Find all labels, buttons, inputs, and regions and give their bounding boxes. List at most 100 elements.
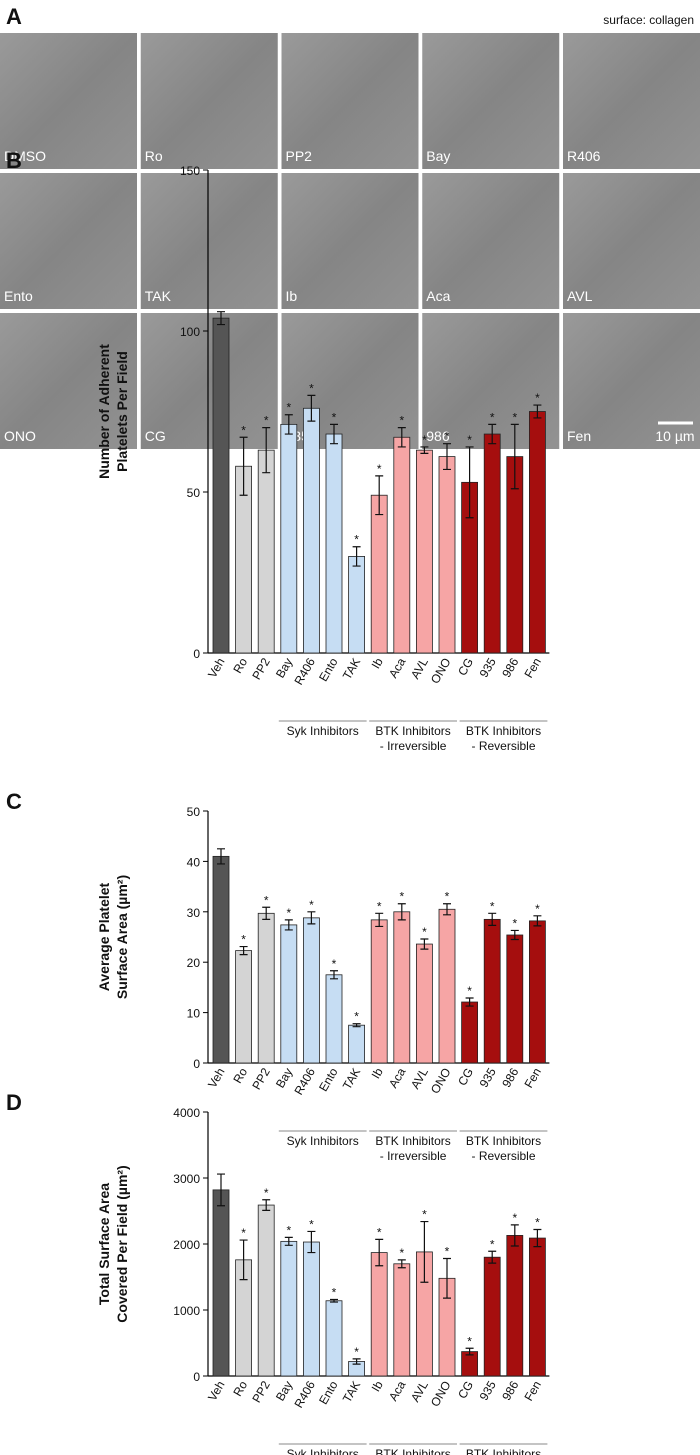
image-label: TAK [145,288,172,304]
micrograph [140,313,278,449]
significance-star: * [286,1223,291,1237]
y-tick-label: 50 [187,486,201,500]
y-axis-label: Covered Per Field (µm²) [114,1165,130,1322]
image-label: Fen [567,428,591,444]
significance-star: * [467,1334,472,1348]
micrograph [281,173,419,309]
significance-star: * [422,433,427,447]
x-tick-label: Ro [230,655,250,676]
bar [302,1241,320,1377]
panel-label: C [6,789,22,814]
image-label: CG [145,428,166,444]
significance-star: * [422,1208,427,1222]
y-axis-label: Platelets Per Field [114,351,130,472]
bar [257,449,275,654]
significance-star: * [309,898,314,912]
significance-star: * [512,410,517,424]
group-label: Syk Inhibitors [287,1134,359,1148]
x-tick-label: Ib [369,1065,386,1081]
bar [438,908,456,1064]
significance-star: * [399,1246,404,1260]
error-bar [375,1238,384,1267]
significance-star: * [490,899,495,913]
error-bar [488,912,497,927]
y-tick-label: 50 [187,805,201,819]
y-tick-label: 30 [187,906,201,920]
y-axis-label: Total Surface Area [96,1183,112,1305]
y-tick-label: 4000 [173,1106,200,1120]
group-label: BTK Inhibitors [375,724,450,738]
bar [529,411,546,654]
bar [483,1256,501,1377]
error-bar [284,1236,293,1246]
error-bar [420,938,429,950]
x-tick-label: R406 [292,1378,319,1410]
error-bar [307,1230,316,1254]
bar [529,920,546,1064]
micrograph [563,313,700,449]
x-tick-label: Ento [316,1378,341,1407]
image-label: 986 [426,428,450,444]
micrograph [0,173,137,309]
x-tick-label: Ento [316,1065,341,1094]
error-bar [262,1199,271,1211]
y-axis-label: Average Platelet [96,882,112,991]
group-label: - Irreversible [380,739,447,753]
panel-label: B [6,148,22,173]
significance-star: * [377,462,382,476]
error-bar [443,1257,451,1299]
x-tick-label: R406 [292,655,319,687]
error-bar [510,1224,519,1247]
significance-star: * [332,957,337,971]
y-tick-label: 3000 [173,1172,200,1186]
x-tick-label: Fen [522,1066,544,1091]
x-tick-label: Bay [273,656,295,681]
error-bar [397,903,406,921]
bar [212,855,230,1064]
image-label: Bay [426,148,450,164]
image-label: R406 [567,148,601,164]
x-tick-label: 935 [477,1065,499,1090]
significance-star: * [535,391,540,405]
x-tick-label: 935 [477,655,499,680]
x-tick-label: TAK [340,656,363,682]
y-tick-label: 40 [187,855,201,869]
error-bar [262,906,271,920]
x-tick-label: 935 [477,1378,499,1403]
x-tick-label: R406 [292,1065,319,1097]
bar [370,494,388,654]
error-bar [217,311,225,326]
error-bar [375,912,384,928]
group-label: BTK Inhibitors [375,1447,450,1455]
x-tick-label: Bay [273,1379,295,1404]
significance-star: * [377,899,382,913]
significance-star: * [399,414,404,428]
error-bar [307,394,316,422]
significance-star: * [399,890,404,904]
error-bar [488,423,497,445]
significance-star: * [264,893,269,907]
micrograph [563,173,700,309]
bar [370,1252,388,1377]
group-label: Syk Inhibitors [287,1447,359,1455]
bar [483,918,501,1064]
x-tick-label: PP2 [249,1065,273,1092]
group-label: - Irreversible [380,1149,447,1163]
x-tick-label: 986 [499,1378,521,1403]
significance-star: * [241,1226,246,1240]
x-tick-label: PP2 [249,1378,273,1405]
y-tick-label: 1000 [173,1304,200,1318]
image-label: Ro [145,148,163,164]
bar [280,423,298,654]
error-bar [465,997,474,1007]
significance-star: * [264,1186,269,1200]
significance-star: * [354,533,359,547]
bar [370,919,388,1064]
error-bar [533,915,542,927]
error-bar [352,1023,361,1028]
x-tick-label: ONO [428,1379,454,1410]
x-tick-label: 986 [499,655,521,680]
image-label: Ento [4,288,33,304]
micrograph [0,33,137,169]
